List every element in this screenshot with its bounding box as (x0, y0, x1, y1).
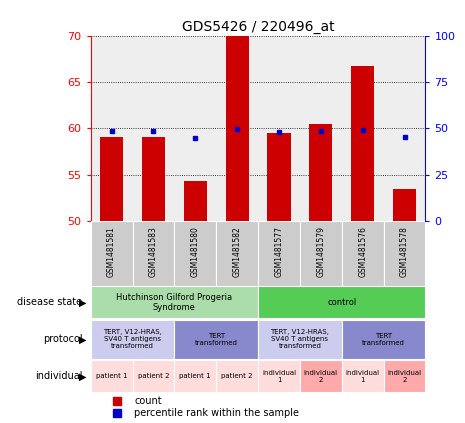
Text: GSM1481579: GSM1481579 (316, 226, 326, 277)
Text: disease state: disease state (17, 297, 82, 308)
Text: individual
2: individual 2 (304, 370, 338, 383)
Text: GSM1481582: GSM1481582 (232, 226, 242, 277)
Text: TERT
transformed: TERT transformed (362, 333, 405, 346)
Bar (133, 221, 174, 286)
Bar (342, 360, 384, 393)
Text: TERT, V12-HRAS,
SV40 T antigens
transformed: TERT, V12-HRAS, SV40 T antigens transfor… (271, 330, 329, 349)
Bar (309, 124, 332, 221)
Text: individual
2: individual 2 (387, 370, 422, 383)
Bar (91, 221, 133, 286)
Text: percentile rank within the sample: percentile rank within the sample (134, 408, 299, 418)
Title: GDS5426 / 220496_at: GDS5426 / 220496_at (182, 19, 334, 33)
Bar (258, 360, 300, 393)
Bar (393, 189, 416, 221)
Text: ▶: ▶ (79, 371, 86, 382)
Text: patient 2: patient 2 (138, 374, 169, 379)
Bar (100, 137, 123, 221)
Text: individual
1: individual 1 (345, 370, 380, 383)
Bar (184, 181, 207, 221)
Bar (174, 360, 216, 393)
Text: protocol: protocol (43, 335, 82, 344)
Text: GSM1481578: GSM1481578 (400, 226, 409, 277)
Text: individual: individual (35, 371, 82, 382)
Bar (267, 133, 291, 221)
Bar (216, 221, 258, 286)
Text: ▶: ▶ (79, 297, 86, 308)
Text: TERT, V12-HRAS,
SV40 T antigens
transformed: TERT, V12-HRAS, SV40 T antigens transfor… (103, 330, 162, 349)
Bar (91, 286, 258, 319)
Bar (384, 360, 425, 393)
Text: Hutchinson Gilford Progeria
Syndrome: Hutchinson Gilford Progeria Syndrome (116, 293, 232, 312)
Bar (258, 221, 300, 286)
Bar (91, 320, 174, 359)
Bar (258, 286, 425, 319)
Text: control: control (327, 298, 356, 307)
Bar (258, 320, 342, 359)
Bar (174, 320, 258, 359)
Bar (174, 221, 216, 286)
Bar (300, 221, 342, 286)
Bar (142, 137, 165, 221)
Text: ▶: ▶ (79, 335, 86, 344)
Bar (351, 66, 374, 221)
Text: GSM1481576: GSM1481576 (358, 226, 367, 277)
Text: patient 1: patient 1 (96, 374, 127, 379)
Bar (133, 360, 174, 393)
Bar (300, 360, 342, 393)
Text: GSM1481577: GSM1481577 (274, 226, 284, 277)
Bar (216, 360, 258, 393)
Text: GSM1481583: GSM1481583 (149, 226, 158, 277)
Bar (342, 320, 425, 359)
Text: individual
1: individual 1 (262, 370, 296, 383)
Text: GSM1481581: GSM1481581 (107, 226, 116, 277)
Text: count: count (134, 396, 162, 406)
Text: patient 2: patient 2 (221, 374, 253, 379)
Bar (91, 360, 133, 393)
Text: TERT
transformed: TERT transformed (195, 333, 238, 346)
Text: patient 1: patient 1 (179, 374, 211, 379)
Bar (384, 221, 425, 286)
Bar (226, 36, 249, 221)
Text: GSM1481580: GSM1481580 (191, 226, 200, 277)
Bar (342, 221, 384, 286)
